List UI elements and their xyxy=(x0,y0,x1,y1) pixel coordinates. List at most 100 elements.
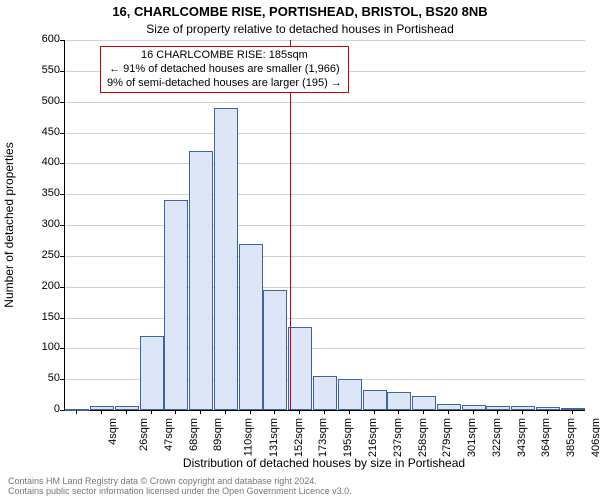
grid-line xyxy=(65,40,585,41)
histogram-plot xyxy=(64,40,585,411)
y-tick-label: 350 xyxy=(20,187,60,199)
y-tick-label: 500 xyxy=(20,95,60,107)
copyright-line-2: Contains public sector information licen… xyxy=(8,486,352,496)
x-tick-label: 152sqm xyxy=(293,418,305,457)
annotation-line-3: 9% of semi-detached houses are larger (1… xyxy=(107,77,342,91)
x-tick-label: 173sqm xyxy=(318,418,330,457)
x-tick-label: 258sqm xyxy=(417,418,429,457)
page: 16, CHARLCOMBE RISE, PORTISHEAD, BRISTOL… xyxy=(0,0,600,500)
y-tick-label: 400 xyxy=(20,156,60,168)
histogram-bar xyxy=(536,407,560,410)
y-tick xyxy=(60,256,64,257)
x-tick xyxy=(151,410,152,414)
y-tick-label: 600 xyxy=(20,33,60,45)
x-tick xyxy=(522,410,523,414)
copyright: Contains HM Land Registry data © Crown c… xyxy=(8,476,352,496)
x-tick-label: 131sqm xyxy=(268,418,280,457)
histogram-bar xyxy=(189,151,213,410)
histogram-bar xyxy=(338,379,362,410)
y-tick xyxy=(60,379,64,380)
grid-line xyxy=(65,133,585,134)
page-title: 16, CHARLCOMBE RISE, PORTISHEAD, BRISTOL… xyxy=(0,4,600,19)
y-tick xyxy=(60,410,64,411)
grid-line xyxy=(65,163,585,164)
copyright-line-1: Contains HM Land Registry data © Crown c… xyxy=(8,476,352,486)
x-tick xyxy=(299,410,300,414)
histogram-bar xyxy=(387,392,411,411)
x-tick xyxy=(473,410,474,414)
y-tick xyxy=(60,102,64,103)
y-tick-label: 150 xyxy=(20,311,60,323)
x-tick-label: 322sqm xyxy=(491,418,503,457)
histogram-bar xyxy=(363,390,387,410)
histogram-bar xyxy=(65,409,89,411)
x-tick xyxy=(374,410,375,414)
x-tick xyxy=(423,410,424,414)
x-tick-label: 385sqm xyxy=(565,418,577,457)
x-tick-label: 89sqm xyxy=(212,418,224,451)
histogram-bar xyxy=(511,406,535,410)
histogram-bar xyxy=(412,396,436,410)
histogram-bar xyxy=(462,405,486,410)
y-tick-label: 50 xyxy=(20,372,60,384)
annotation-line-2: ← 91% of detached houses are smaller (1,… xyxy=(107,63,342,77)
grid-line xyxy=(65,102,585,103)
x-tick xyxy=(200,410,201,414)
x-tick-label: 301sqm xyxy=(466,418,478,457)
x-tick-label: 47sqm xyxy=(163,418,175,451)
x-tick xyxy=(175,410,176,414)
y-tick-label: 200 xyxy=(20,280,60,292)
y-tick-label: 550 xyxy=(20,64,60,76)
y-tick xyxy=(60,163,64,164)
x-tick xyxy=(250,410,251,414)
y-tick xyxy=(60,194,64,195)
grid-line xyxy=(65,287,585,288)
x-tick-label: 216sqm xyxy=(367,418,379,457)
grid-line xyxy=(65,318,585,319)
y-tick-label: 100 xyxy=(20,341,60,353)
y-tick-label: 250 xyxy=(20,249,60,261)
x-tick xyxy=(274,410,275,414)
x-tick xyxy=(398,410,399,414)
x-tick xyxy=(101,410,102,414)
histogram-bar xyxy=(437,404,461,410)
x-tick-label: 4sqm xyxy=(107,418,119,445)
y-tick xyxy=(60,348,64,349)
y-tick-label: 450 xyxy=(20,126,60,138)
histogram-bar xyxy=(90,406,114,410)
y-tick-label: 0 xyxy=(20,403,60,415)
y-axis-label: Number of detached properties xyxy=(2,142,16,307)
histogram-bar xyxy=(140,336,164,410)
x-tick-label: 110sqm xyxy=(243,418,255,456)
x-tick-label: 68sqm xyxy=(188,418,200,451)
grid-line xyxy=(65,225,585,226)
x-tick xyxy=(126,410,127,414)
y-tick xyxy=(60,287,64,288)
x-tick-label: 26sqm xyxy=(138,418,150,451)
histogram-bar xyxy=(561,408,585,410)
y-tick xyxy=(60,225,64,226)
y-tick xyxy=(60,40,64,41)
x-tick-label: 195sqm xyxy=(342,418,354,457)
annotation-box: 16 CHARLCOMBE RISE: 185sqm ← 91% of deta… xyxy=(100,46,349,93)
x-tick xyxy=(76,410,77,414)
page-subtitle: Size of property relative to detached ho… xyxy=(0,22,600,36)
y-tick xyxy=(60,318,64,319)
grid-line xyxy=(65,194,585,195)
x-tick xyxy=(572,410,573,414)
histogram-bar xyxy=(486,406,510,410)
histogram-bar xyxy=(288,327,312,410)
x-tick xyxy=(547,410,548,414)
y-tick-label: 300 xyxy=(20,218,60,230)
histogram-bar xyxy=(214,108,238,410)
grid-line xyxy=(65,256,585,257)
x-tick-label: 237sqm xyxy=(392,418,404,457)
x-tick xyxy=(349,410,350,414)
x-tick xyxy=(497,410,498,414)
x-tick xyxy=(448,410,449,414)
histogram-bar xyxy=(115,406,139,410)
x-tick-label: 364sqm xyxy=(540,418,552,457)
histogram-bar xyxy=(313,376,337,410)
y-tick xyxy=(60,71,64,72)
x-tick-label: 406sqm xyxy=(590,418,600,457)
